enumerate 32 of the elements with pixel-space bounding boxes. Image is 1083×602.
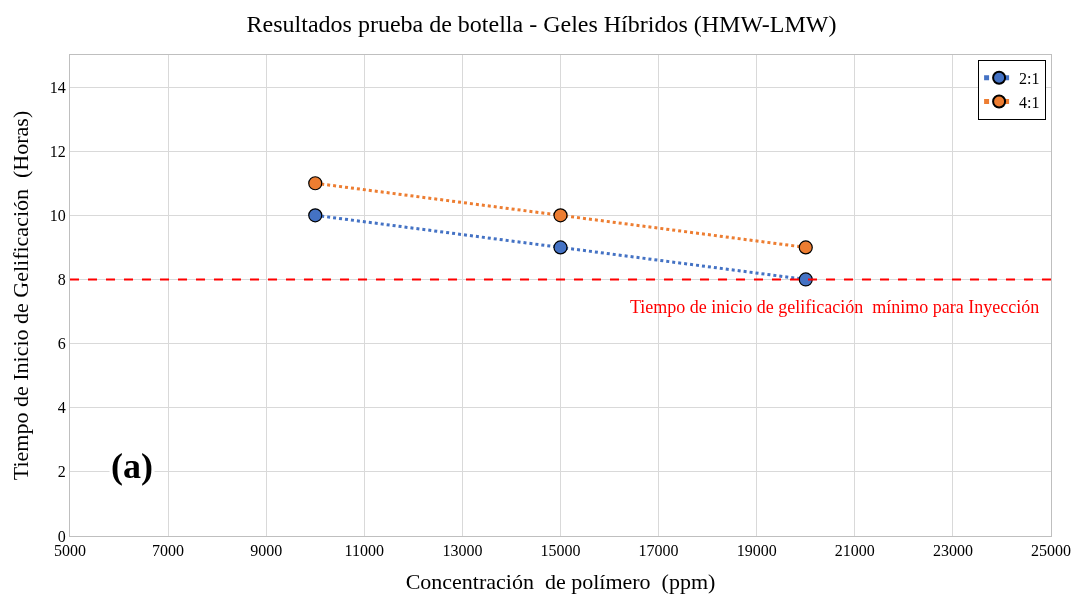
ref-line-label: Tiempo de inicio de gelificación mínimo para Inyección — [630, 297, 1040, 317]
y-tick-label: 2 — [57, 463, 66, 481]
x-axis-title: Concentración de polímero (ppm) — [405, 569, 716, 595]
point — [553, 240, 568, 255]
y-tick-label: 10 — [49, 206, 66, 224]
point — [308, 176, 323, 191]
y-tick-label: 8 — [57, 271, 66, 289]
x-tick-label: 21000 — [834, 542, 875, 560]
x-tick-label: 9000 — [250, 542, 283, 560]
y-tick-label: 12 — [49, 142, 66, 160]
chart-title: Resultados prueba de botella - Geles Híbridos (HMW-LMW) — [246, 10, 837, 37]
y-tick-label: 0 — [57, 527, 66, 545]
y-axis-title: Tiempo de Inicio de Gelificación (Horas) — [7, 110, 33, 481]
x-tick-label: 15000 — [540, 542, 581, 560]
x-tick-label: 11000 — [344, 542, 384, 560]
annotation: (a) — [111, 446, 153, 486]
x-tick-label: 13000 — [442, 542, 483, 560]
point — [798, 240, 813, 255]
legend-label: 2:1 — [1019, 69, 1040, 87]
x-tick-label: 5000 — [54, 542, 86, 560]
point — [308, 208, 323, 223]
point — [553, 208, 568, 223]
x-tick-label: 25000 — [1031, 542, 1071, 560]
x-tick-label: 19000 — [736, 542, 777, 560]
x-tick-label: 7000 — [152, 542, 185, 560]
y-tick-label: 14 — [49, 78, 66, 96]
legend-label: 4:1 — [1019, 93, 1040, 111]
y-tick-label: 4 — [57, 399, 66, 417]
x-tick-label: 23000 — [932, 542, 973, 560]
point — [798, 272, 813, 287]
y-tick-label: 6 — [57, 335, 66, 353]
x-tick-label: 17000 — [638, 542, 679, 560]
